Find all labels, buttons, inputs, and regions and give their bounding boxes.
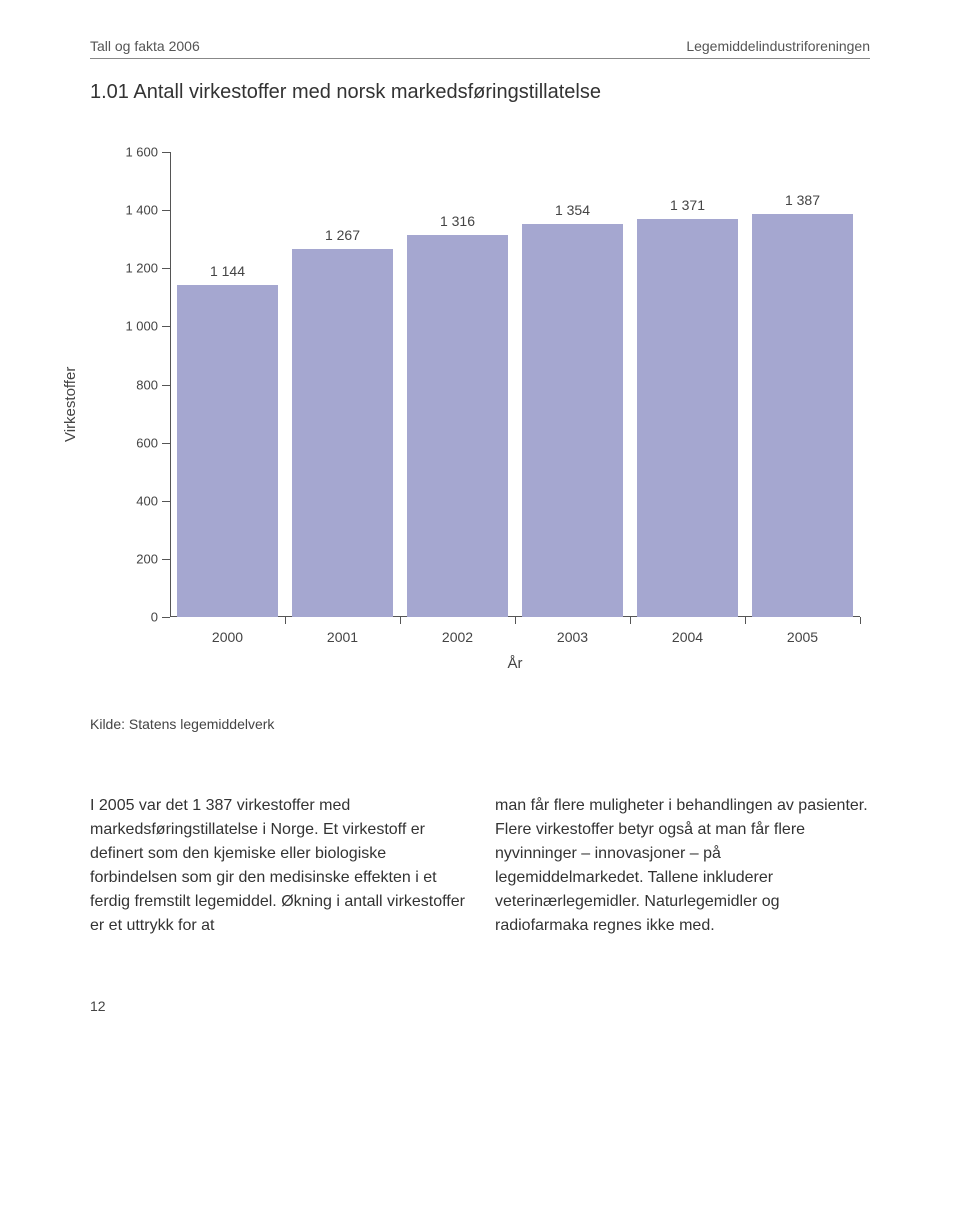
bar-value-label: 1 387	[752, 192, 853, 214]
bar-value-label: 1 316	[407, 213, 508, 235]
page-number: 12	[90, 998, 870, 1014]
y-tick	[162, 326, 170, 327]
x-tick-label: 2002	[442, 629, 473, 645]
x-tick	[860, 617, 861, 624]
body-col-right: man får flere muligheter i behandlingen …	[495, 794, 870, 938]
bar-slot: 1 354	[515, 152, 630, 617]
y-tick-label: 800	[136, 377, 158, 392]
body-text: I 2005 var det 1 387 virkestoffer med ma…	[90, 794, 870, 938]
x-axis-label: År	[170, 655, 860, 672]
header-right: Legemiddelindustriforeningen	[686, 38, 870, 54]
y-tick	[162, 617, 170, 618]
x-tick-label: 2004	[672, 629, 703, 645]
y-tick-label: 200	[136, 551, 158, 566]
bar-slot: 1 316	[400, 152, 515, 617]
bar-value-label: 1 267	[292, 227, 393, 249]
bar-slot: 1 371	[630, 152, 745, 617]
y-tick	[162, 559, 170, 560]
x-tick	[285, 617, 286, 624]
bar: 1 371	[637, 219, 738, 617]
bar-slot: 1 387	[745, 152, 860, 617]
x-tick	[400, 617, 401, 624]
bar: 1 354	[522, 224, 623, 618]
page-title: 1.01 Antall virkestoffer med norsk marke…	[90, 81, 870, 104]
bar-chart: Virkestoffer 1 1441 2671 3161 3541 3711 …	[100, 152, 860, 672]
header-left: Tall og fakta 2006	[90, 38, 200, 54]
bar: 1 267	[292, 249, 393, 617]
y-tick-label: 1 400	[125, 203, 158, 218]
y-tick	[162, 268, 170, 269]
bar: 1 387	[752, 214, 853, 617]
y-axis-label: Virkestoffer	[62, 367, 79, 442]
bar-slot: 1 144	[170, 152, 285, 617]
x-tick	[630, 617, 631, 624]
bar-slot: 1 267	[285, 152, 400, 617]
y-tick-label: 1 000	[125, 319, 158, 334]
body-col-left: I 2005 var det 1 387 virkestoffer med ma…	[90, 794, 465, 938]
source-line: Kilde: Statens legemiddelverk	[90, 716, 870, 732]
y-tick-label: 1 200	[125, 261, 158, 276]
x-tick	[745, 617, 746, 624]
y-tick-label: 600	[136, 435, 158, 450]
y-tick	[162, 152, 170, 153]
y-tick	[162, 385, 170, 386]
bars-area: 1 1441 2671 3161 3541 3711 387	[170, 152, 860, 617]
x-tick-label: 2001	[327, 629, 358, 645]
y-tick-label: 1 600	[125, 145, 158, 160]
bar: 1 316	[407, 235, 508, 617]
x-tick-label: 2005	[787, 629, 818, 645]
bar-value-label: 1 354	[522, 202, 623, 224]
x-tick-label: 2003	[557, 629, 588, 645]
y-tick	[162, 443, 170, 444]
bar-value-label: 1 371	[637, 197, 738, 219]
y-tick	[162, 210, 170, 211]
y-tick-label: 400	[136, 493, 158, 508]
bar-value-label: 1 144	[177, 263, 278, 285]
y-tick	[162, 501, 170, 502]
x-tick-label: 2000	[212, 629, 243, 645]
bar: 1 144	[177, 285, 278, 617]
x-tick	[515, 617, 516, 624]
page-header: Tall og fakta 2006 Legemiddelindustrifor…	[90, 38, 870, 59]
y-tick-label: 0	[151, 610, 158, 625]
